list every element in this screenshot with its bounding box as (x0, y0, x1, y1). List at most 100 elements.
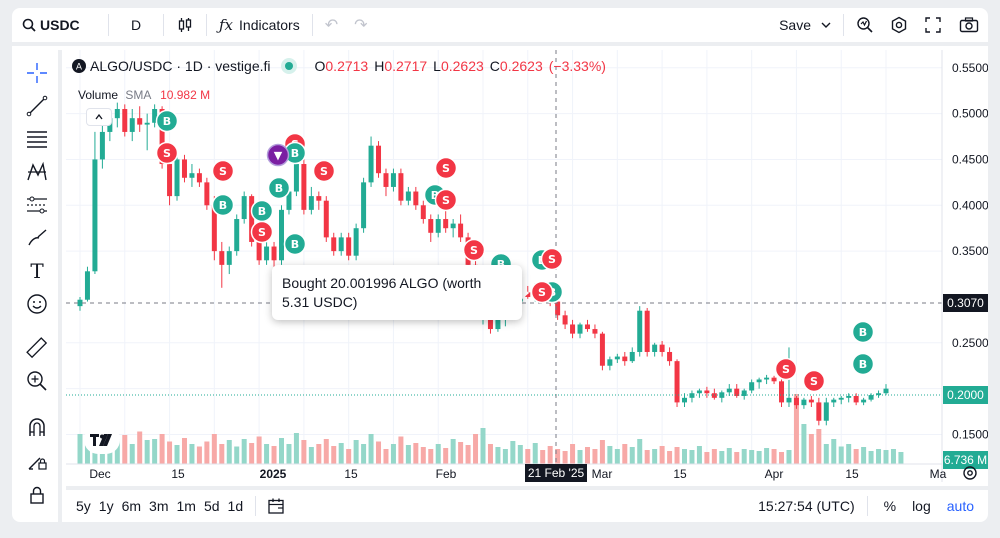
emoji-tool[interactable] (24, 291, 50, 317)
log-toggle[interactable]: log (912, 498, 931, 514)
trend-line-tool[interactable] (24, 93, 50, 119)
buy-marker[interactable] (211, 193, 235, 217)
quick-search-button[interactable] (848, 10, 882, 40)
zoom-tool[interactable] (24, 368, 50, 394)
fib-tool[interactable] (24, 126, 50, 152)
candle (659, 344, 665, 352)
candle (607, 359, 613, 366)
range-separator (255, 496, 257, 516)
undo-button[interactable]: ↶ (317, 10, 346, 40)
time-display[interactable]: 15:27:54 (UTC) (758, 498, 855, 514)
volume-bar (808, 434, 814, 464)
sell-marker[interactable] (250, 220, 274, 244)
volume-bar (868, 451, 874, 464)
candle (196, 173, 202, 183)
range-button-3m[interactable]: 3m (149, 498, 169, 514)
percent-toggle[interactable]: % (883, 498, 897, 514)
range-button-5d[interactable]: 5d (203, 498, 220, 514)
crosshair-price: 0.3070 (947, 296, 984, 310)
sell-marker[interactable] (211, 159, 235, 183)
candle (361, 182, 367, 229)
volume-label[interactable]: Volume (78, 88, 119, 102)
sell-marker[interactable] (462, 238, 486, 262)
chart-title[interactable]: ALGO/USDC · 1D · vestige.fi (90, 58, 271, 74)
interval-button[interactable]: D (113, 10, 159, 40)
goto-date-button[interactable] (264, 497, 288, 515)
volume-bar (614, 449, 620, 464)
pattern-tool[interactable] (24, 159, 50, 185)
volume-bar (211, 434, 217, 464)
sell-marker[interactable] (774, 357, 798, 381)
crosshair-tool[interactable] (24, 60, 50, 86)
volume-bar (331, 446, 337, 464)
volume-bar (390, 444, 396, 464)
range-button-5y[interactable]: 5y (76, 498, 91, 514)
volume-bar (555, 449, 561, 464)
sell-marker[interactable] (434, 156, 458, 180)
chevron-up-icon (95, 114, 103, 120)
axis-settings-button[interactable] (960, 464, 980, 482)
pattern-icon (27, 161, 47, 181)
symbol-search[interactable]: USDC (12, 10, 104, 40)
measure-tool[interactable] (24, 335, 50, 361)
fullscreen-button[interactable] (916, 10, 950, 40)
lock-all-tool[interactable] (24, 482, 50, 508)
tradingview-logo[interactable] (84, 426, 120, 454)
chart-pane[interactable]: 0.5500 0.5000 0.4500 0.4000 0.3500 0.2500 0.15… (66, 50, 988, 482)
text-tool[interactable]: T (24, 258, 50, 284)
sell-marker[interactable] (530, 280, 554, 304)
candle (383, 173, 389, 187)
volume-bar (226, 440, 232, 464)
collapse-legend-button[interactable] (86, 108, 112, 126)
auto-toggle[interactable]: auto (946, 498, 974, 514)
save-menu-button[interactable] (817, 10, 839, 40)
sell-marker[interactable] (312, 159, 336, 183)
candle (458, 223, 464, 238)
sell-marker[interactable] (155, 141, 179, 165)
buy-marker[interactable] (851, 352, 875, 376)
bottom-toolbar: 5y 1y 6m 3m 1m 5d 1d 15:27:54 (UTC) % log auto (66, 486, 988, 522)
buy-marker[interactable] (267, 176, 291, 200)
lock-drawing-tool[interactable] (24, 448, 50, 474)
sell-marker[interactable] (802, 369, 826, 393)
candle (764, 377, 770, 380)
buy-marker[interactable] (851, 320, 875, 344)
range-button-6m[interactable]: 6m (121, 498, 142, 514)
volume-bar (316, 444, 322, 464)
volume-bar (741, 449, 747, 464)
save-button[interactable]: Save (771, 10, 817, 40)
indicators-button[interactable]: ƒx Indicators (211, 10, 308, 40)
candle (570, 324, 576, 334)
snapshot-button[interactable] (950, 10, 988, 40)
range-button-1m[interactable]: 1m (176, 498, 196, 514)
range-button-1y[interactable]: 1y (98, 498, 114, 514)
settings-button[interactable] (882, 10, 916, 40)
signal-marker[interactable] (266, 143, 290, 167)
marker-label: S (219, 165, 227, 178)
volume-bar (779, 452, 785, 464)
volume-bar (667, 451, 673, 464)
redo-button[interactable]: ↷ (346, 10, 375, 40)
range-button-1d[interactable]: 1d (227, 498, 244, 514)
candle (256, 241, 262, 261)
volume-bar (443, 448, 449, 464)
volume-bar (122, 435, 128, 464)
price-chart[interactable]: 0.5500 0.5000 0.4500 0.4000 0.3500 0.2500 0.15… (66, 50, 988, 482)
chart-type-button[interactable] (168, 10, 202, 40)
sell-marker[interactable] (434, 188, 458, 212)
volume-bar (577, 450, 583, 464)
volume-bar (599, 440, 605, 464)
buy-marker[interactable] (283, 232, 307, 256)
close-value: 0.2623 (499, 58, 543, 74)
buy-marker[interactable] (155, 109, 179, 133)
volume-bar (234, 446, 240, 464)
magnet-tool[interactable] (24, 414, 50, 440)
volume-bar (376, 441, 382, 464)
forecast-tool[interactable] (24, 192, 50, 218)
brush-tool[interactable] (24, 225, 50, 251)
volume-bar (420, 447, 426, 464)
volume-bar (301, 440, 307, 464)
sell-marker[interactable] (540, 247, 564, 271)
volume-bar (764, 448, 770, 464)
candle (823, 402, 829, 421)
